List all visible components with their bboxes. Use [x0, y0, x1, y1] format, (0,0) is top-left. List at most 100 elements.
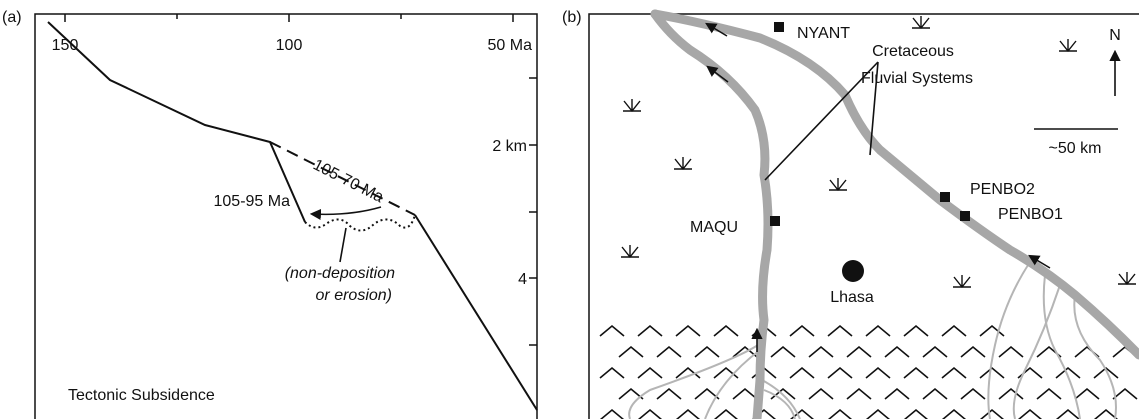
terrain-symbol — [675, 366, 701, 379]
river — [650, 9, 1139, 360]
site-marker — [774, 22, 784, 32]
terrain-symbol — [1112, 387, 1138, 400]
terrain-symbol — [903, 366, 929, 379]
terrain-symbol — [789, 324, 815, 337]
terrain-symbol — [979, 366, 1005, 379]
terrain-symbol — [599, 324, 625, 337]
terrain-symbol — [941, 408, 967, 419]
terrain-symbol — [808, 345, 834, 358]
terrain-symbol — [903, 324, 929, 337]
terrain-symbol — [789, 366, 815, 379]
site-marker — [940, 192, 950, 202]
tributarie — [628, 344, 759, 419]
x-tick-label: 150 — [52, 37, 79, 54]
terrain-symbol — [998, 387, 1024, 400]
dotted-curve — [304, 214, 416, 232]
panel-label: (a) — [2, 9, 22, 26]
terrain-symbol — [1074, 387, 1100, 400]
terrain-symbol — [599, 366, 625, 379]
flow-arrows — [705, 22, 1051, 352]
arrow — [309, 206, 382, 221]
terrain-symbol — [865, 324, 891, 337]
y-ticks — [529, 77, 537, 346]
terrain-symbol — [1093, 408, 1119, 419]
terrain-symbol — [998, 345, 1024, 358]
marsh-symbol — [1058, 38, 1078, 52]
marsh-symbol — [673, 156, 693, 170]
terrain-symbol — [941, 366, 967, 379]
terrain-symbol — [675, 408, 701, 419]
rivers — [650, 9, 1139, 419]
tributarie — [1042, 274, 1081, 419]
tributaries — [628, 261, 1117, 419]
annotation: 105-95 Ma — [214, 193, 291, 210]
terrain-symbol — [865, 366, 891, 379]
river-label: Fluvial Systems — [861, 70, 973, 87]
caption: Tectonic Subsidence — [68, 387, 215, 404]
panel-label: (b) — [562, 9, 582, 26]
marsh-symbol — [952, 274, 972, 288]
terrain-symbol — [675, 324, 701, 337]
marsh-symbol — [622, 98, 642, 112]
subsidence-curve — [47, 21, 306, 223]
y-tick-label: 2 km — [492, 138, 527, 155]
terrain-symbol — [827, 408, 853, 419]
marsh-symbol — [620, 244, 640, 258]
terrain-symbol — [960, 345, 986, 358]
x-tick-label: 50 Ma — [488, 37, 533, 54]
terrain-symbol — [827, 324, 853, 337]
terrain-symbol — [979, 408, 1005, 419]
annotation: or erosion) — [316, 287, 392, 304]
terrain-symbol — [922, 387, 948, 400]
terrain-symbol — [599, 408, 625, 419]
flow-arrow — [1028, 254, 1051, 269]
terrain-symbol — [694, 345, 720, 358]
site-label: NYANT — [797, 25, 850, 42]
tributarie — [1012, 284, 1061, 419]
flow-arrow — [706, 65, 729, 83]
leader — [764, 61, 879, 181]
north-label: N — [1109, 27, 1121, 44]
city-marker — [842, 260, 864, 282]
terrain-symbol — [865, 408, 891, 419]
terrain-symbol — [808, 387, 834, 400]
terrain-symbol — [884, 387, 910, 400]
x-ticks — [64, 14, 514, 22]
terrain-symbol — [922, 345, 948, 358]
terrain-symbols — [599, 324, 1138, 419]
terrain-symbol — [694, 387, 720, 400]
flow-arrow — [705, 22, 728, 37]
frame — [34, 13, 538, 419]
marsh-symbol — [828, 177, 848, 191]
scale-label: ~50 km — [1049, 140, 1102, 157]
y-tick-label: 4 — [518, 271, 527, 288]
tributarie — [987, 261, 1031, 419]
tributarie — [704, 349, 761, 419]
terrain-symbol — [713, 324, 739, 337]
terrain-symbol — [1036, 387, 1062, 400]
leader — [339, 227, 347, 263]
terrain-symbol — [979, 324, 1005, 337]
panel-a: (a) 150 100 50 Ma 2 km 4 105-70 Ma 105-9… — [2, 9, 538, 419]
terrain-symbol — [960, 387, 986, 400]
terrain-symbol — [1017, 408, 1043, 419]
site-label: MAQU — [690, 219, 738, 236]
terrain-symbol — [941, 324, 967, 337]
terrain-symbol — [903, 408, 929, 419]
terrain-symbol — [732, 345, 758, 358]
dashed-curve — [269, 141, 416, 216]
tributarie — [763, 389, 796, 419]
terrain-symbol — [846, 387, 872, 400]
terrain-symbol — [637, 366, 663, 379]
terrain-symbol — [827, 366, 853, 379]
terrain-symbol — [713, 408, 739, 419]
terrain-symbol — [618, 345, 644, 358]
river-label: Cretaceous — [872, 43, 954, 60]
annotation: 105-70 Ma — [310, 156, 386, 206]
terrain-symbol — [656, 387, 682, 400]
tributarie — [761, 379, 801, 419]
site-label: PENBO1 — [998, 206, 1063, 223]
terrain-symbol — [846, 345, 872, 358]
terrain-symbol — [732, 387, 758, 400]
